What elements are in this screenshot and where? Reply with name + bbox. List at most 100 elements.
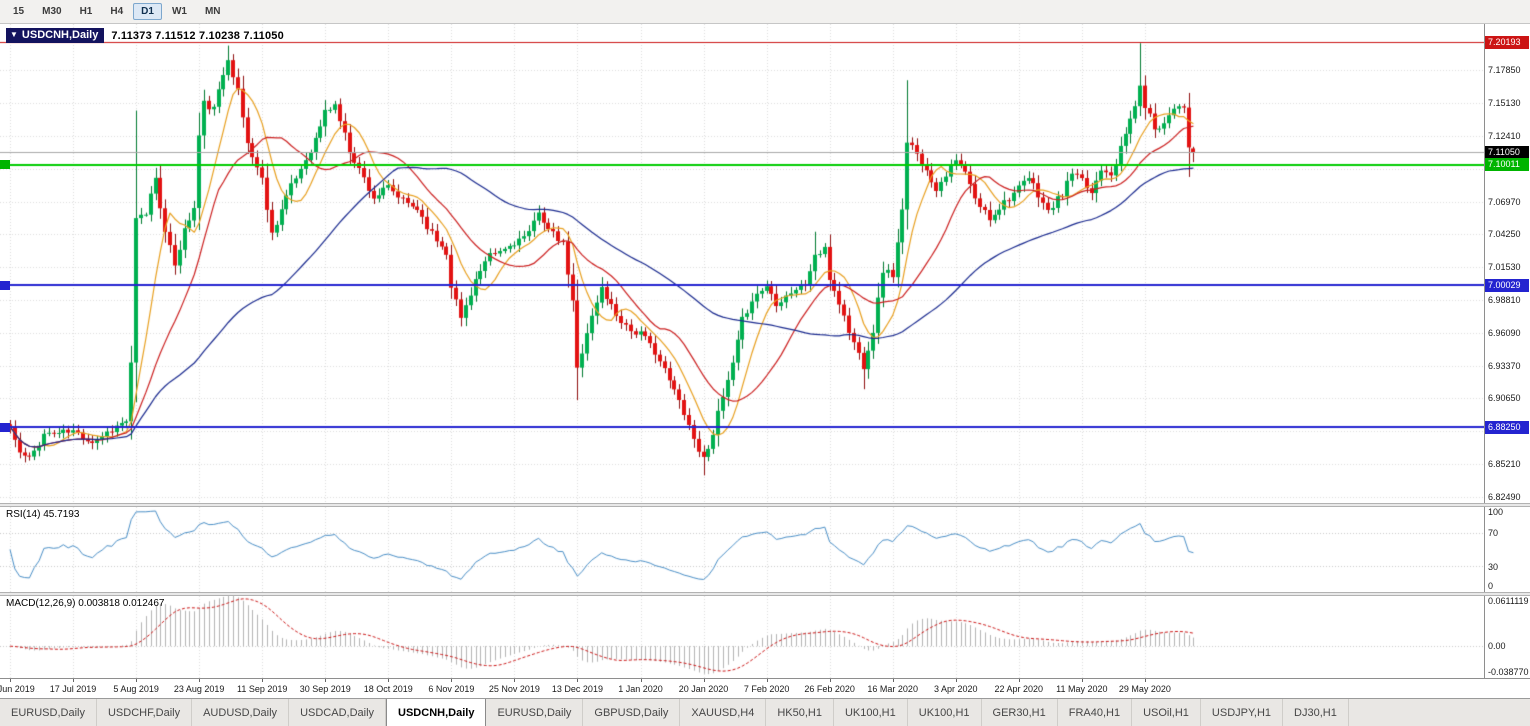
price-axis-label: 7.17850: [1488, 65, 1521, 76]
date-tick-mark: [199, 679, 200, 682]
date-tick-label: 23 Aug 2019: [173, 684, 225, 694]
rsi-axis-label: 100: [1488, 507, 1504, 517]
date-tick-label: 11 Sep 2019: [236, 684, 288, 694]
date-tick-label: 29 May 2020: [1118, 684, 1171, 694]
price-axis-label: 7.12410: [1488, 130, 1521, 141]
date-tick-label: 30 Sep 2019: [299, 684, 351, 694]
date-tick-label: 6 Nov 2019: [428, 684, 475, 694]
date-tick-mark: [704, 679, 705, 682]
date-tick-label: 20 Jan 2020: [678, 684, 729, 694]
level-edge-marker: [0, 422, 10, 432]
chart-tab-eurusd-daily[interactable]: EURUSD,Daily: [486, 699, 584, 726]
date-tick-label: 26 Feb 2020: [804, 684, 855, 694]
price-tag: 7.00029: [1485, 278, 1529, 292]
date-tick-mark: [767, 679, 768, 682]
date-tick-label: 25 Nov 2019: [488, 684, 540, 694]
price-axis-label: 7.15130: [1488, 98, 1521, 109]
rsi-pane: RSI(14) 45.7193 100 70 30 0: [0, 507, 1530, 592]
chart-tab-audusd-daily[interactable]: AUDUSD,Daily: [192, 699, 290, 726]
date-tick-mark: [1082, 679, 1083, 682]
date-tick-label: 18 Oct 2019: [363, 684, 413, 694]
rsi-axis-label: 70: [1488, 527, 1499, 538]
date-tick-mark: [830, 679, 831, 682]
rsi-canvas[interactable]: [0, 507, 1484, 592]
date-tick-mark: [641, 679, 642, 682]
timeframe-button-15[interactable]: 15: [5, 3, 32, 20]
macd-canvas[interactable]: [0, 596, 1484, 678]
macd-axis-label: -0.038770: [1488, 667, 1529, 677]
timeframe-button-d1[interactable]: D1: [133, 3, 162, 20]
timeframe-button-mn[interactable]: MN: [197, 3, 229, 20]
level-edge-marker: [0, 160, 10, 170]
timeframe-button-h1[interactable]: H1: [72, 3, 101, 20]
pane-splitter-1[interactable]: [0, 503, 1530, 507]
date-tick-mark: [325, 679, 326, 682]
date-tick-mark: [73, 679, 74, 682]
chart-tab-usoil-h1[interactable]: USOil,H1: [1132, 699, 1201, 726]
price-tag: 7.10011: [1485, 158, 1529, 172]
macd-axis[interactable]: 0.0611119 0.00 -0.038770: [1484, 596, 1530, 678]
price-axis-label: 7.01530: [1488, 262, 1521, 273]
date-tick-mark: [893, 679, 894, 682]
date-tick-label: 17 Jul 2019: [49, 684, 97, 694]
dropdown-arrow-icon: ▼: [10, 30, 18, 39]
chart-tab-dj30-h1[interactable]: DJ30,H1: [1283, 699, 1349, 726]
timeframe-toolbar: 15 M30 H1 H4 D1 W1 MN: [0, 0, 1530, 24]
chart-tab-xauusd-h4[interactable]: XAUUSD,H4: [680, 699, 767, 726]
chart-tab-usdcad-daily[interactable]: USDCAD,Daily: [289, 699, 387, 726]
date-tick-label: 1 Jan 2020: [618, 684, 663, 694]
macd-axis-label: 0.00: [1488, 641, 1506, 652]
timeframe-button-h4[interactable]: H4: [102, 3, 131, 20]
date-tick-label: 3 Apr 2020: [933, 684, 978, 694]
chart-tab-usdcnh-daily[interactable]: USDCNH,Daily: [386, 699, 487, 726]
date-tick-label: 22 Apr 2020: [994, 684, 1044, 694]
chart-tab-gbpusd-daily[interactable]: GBPUSD,Daily: [583, 699, 681, 726]
chart-tab-usdchf-daily[interactable]: USDCHF,Daily: [97, 699, 193, 726]
price-axis-label: 6.90650: [1488, 393, 1521, 404]
date-tick-mark: [388, 679, 389, 682]
chart-tab-uk100-h1[interactable]: UK100,H1: [908, 699, 982, 726]
rsi-axis-label: 0: [1488, 581, 1494, 591]
symbol-dropdown[interactable]: ▼ USDCNH,Daily: [6, 28, 105, 43]
price-tag: 7.20193: [1485, 35, 1529, 49]
main-price-axis[interactable]: 7.17850 7.15130 7.12410 7.06970 7.04250 7.015…: [1484, 24, 1530, 503]
pane-splitter-2[interactable]: [0, 592, 1530, 596]
chart-tab-usdjpy-h1[interactable]: USDJPY,H1: [1201, 699, 1284, 726]
timeframe-button-w1[interactable]: W1: [164, 3, 195, 20]
date-tick-mark: [262, 679, 263, 682]
date-axis[interactable]: 28 Jun 2019 17 Jul 2019 5 Aug 2019 23 Aug 2…: [0, 678, 1530, 698]
chart-title: ▼ USDCNH,Daily 7.11373 7.11512 7.10238 7…: [6, 28, 284, 43]
chart-tab-uk100-h1[interactable]: UK100,H1: [834, 699, 908, 726]
date-tick-mark: [451, 679, 452, 682]
macd-label: MACD(12,26,9) 0.003818 0.012467: [6, 598, 165, 609]
price-axis-label: 6.98810: [1488, 294, 1521, 305]
timeframe-button-m30[interactable]: M30: [34, 3, 69, 20]
date-tick-label: 7 Feb 2020: [743, 684, 790, 694]
price-tag: 7.11050: [1485, 145, 1529, 159]
chart-tab-ger30-h1[interactable]: GER30,H1: [982, 699, 1058, 726]
rsi-axis-label: 30: [1488, 561, 1499, 572]
symbol-label: USDCNH,Daily: [21, 29, 99, 41]
ohlc-values: 7.11373 7.11512 7.10238 7.11050: [111, 29, 284, 42]
macd-axis-label: 0.0611119: [1488, 596, 1529, 606]
date-tick-mark: [956, 679, 957, 682]
chart-area: ▼ USDCNH,Daily 7.11373 7.11512 7.10238 7…: [0, 24, 1530, 698]
date-tick-label: 28 Jun 2019: [0, 684, 35, 694]
date-tick-mark: [10, 679, 11, 682]
date-tick-mark: [577, 679, 578, 682]
rsi-axis[interactable]: 100 70 30 0: [1484, 507, 1530, 592]
chart-tab-hk50-h1[interactable]: HK50,H1: [766, 699, 834, 726]
main-chart-canvas[interactable]: [0, 24, 1484, 503]
price-axis-label: 6.96090: [1488, 327, 1521, 338]
level-edge-marker: [0, 280, 10, 290]
price-axis-label: 6.85210: [1488, 459, 1521, 470]
chart-tab-fra40-h1[interactable]: FRA40,H1: [1058, 699, 1133, 726]
price-axis-label: 7.04250: [1488, 229, 1521, 240]
rsi-label: RSI(14) 45.7193: [6, 509, 80, 520]
date-tick-mark: [514, 679, 515, 682]
chart-tabs-bar: EURUSD,Daily USDCHF,Daily AUDUSD,Daily USDC…: [0, 698, 1530, 726]
price-axis-label: 6.82490: [1488, 491, 1521, 502]
chart-tab-eurusd-daily[interactable]: EURUSD,Daily: [0, 699, 97, 726]
date-tick-mark: [136, 679, 137, 682]
